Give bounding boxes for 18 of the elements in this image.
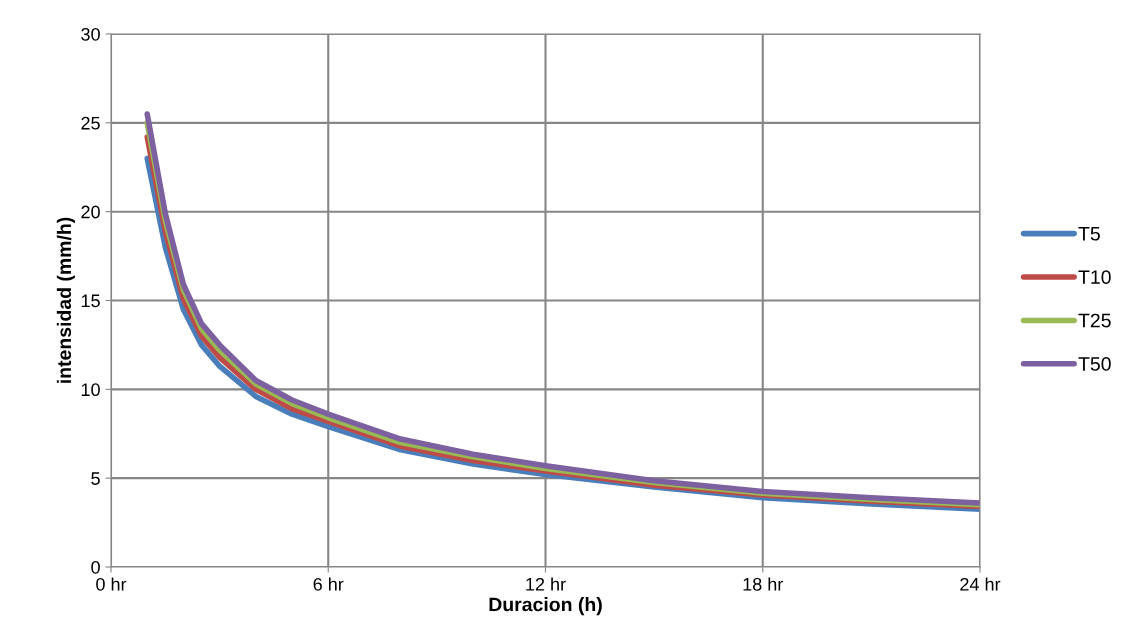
y-tick-label: 25 [81, 116, 100, 130]
legend-label: T5 [1078, 227, 1100, 241]
x-tick-label: 24 hr [960, 577, 1001, 591]
legend-label: T10 [1078, 270, 1111, 285]
legend-label: T25 [1078, 313, 1111, 328]
legend-label: T50 [1078, 357, 1111, 371]
y-tick-label: 30 [81, 27, 100, 41]
x-tick-label: 18 hr [743, 577, 784, 591]
x-tick-label: 6 hr [313, 577, 344, 591]
x-axis-title: Duracion (h) [489, 597, 602, 616]
y-tick-label: 0 [91, 560, 100, 574]
x-tick-label: 0 hr [96, 577, 127, 591]
x-tick-label: 12 hr [526, 577, 566, 591]
y-tick-label: 10 [81, 383, 100, 397]
y-tick-label: 15 [81, 294, 100, 308]
y-axis-title: intensidad (mm/h) [56, 217, 75, 383]
y-tick-label: 20 [81, 205, 100, 219]
y-tick-label: 5 [91, 472, 100, 485]
